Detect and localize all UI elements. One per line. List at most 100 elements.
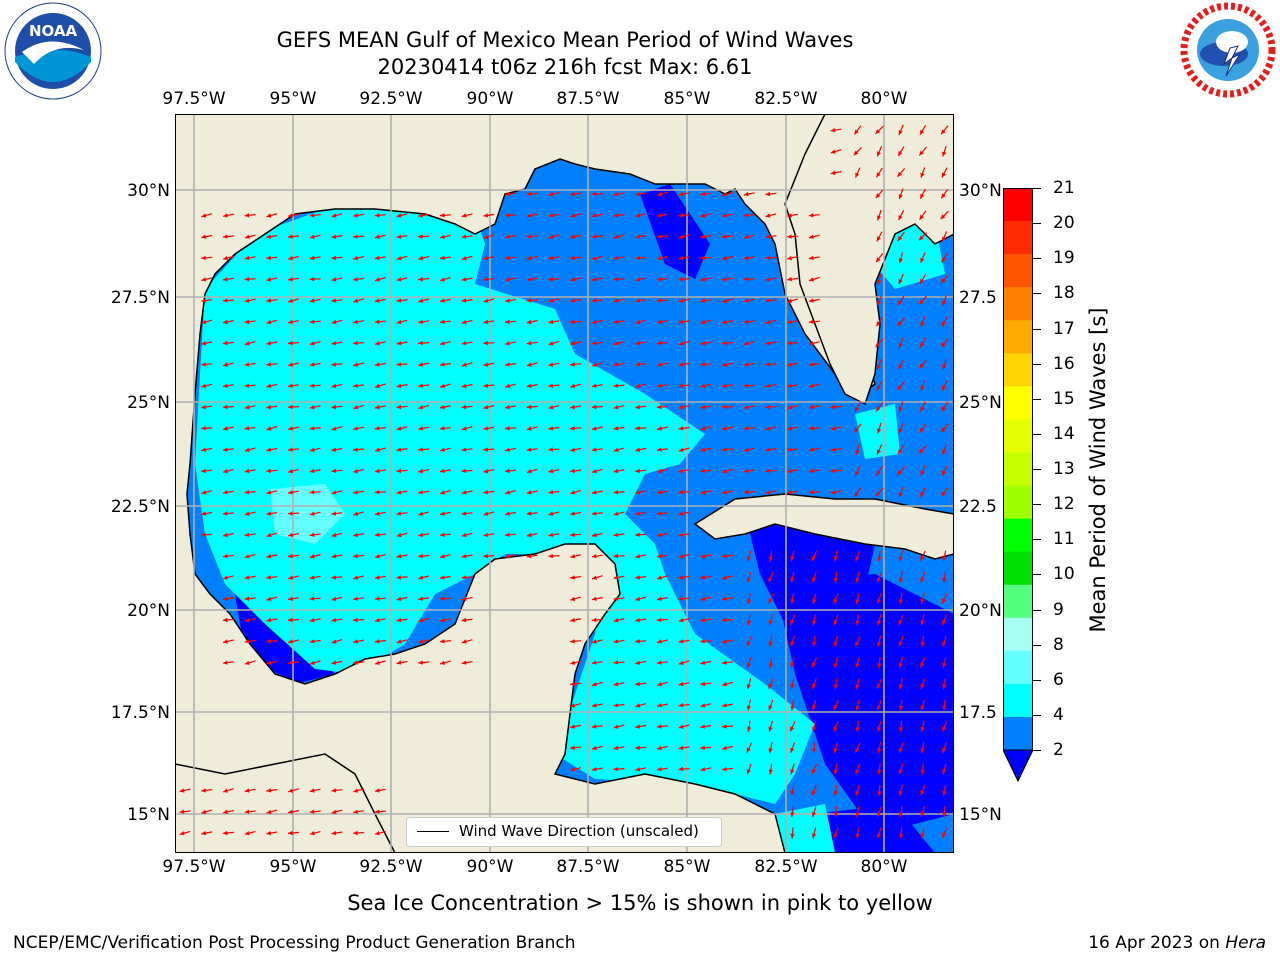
- wind-arrow-head: [700, 468, 705, 474]
- wind-arrow-head: [570, 277, 576, 282]
- wind-arrow-head: [331, 447, 337, 452]
- wind-arrow-head: [635, 532, 640, 537]
- wind-arrow-head: [548, 298, 554, 303]
- wind-arrow-head: [201, 213, 207, 218]
- wind-arrow-head: [375, 341, 380, 346]
- wind-arrow-head: [244, 596, 250, 601]
- wind-arrow-head: [833, 705, 838, 711]
- wind-arrow-head: [570, 298, 575, 303]
- wind-arrow-head: [877, 620, 882, 626]
- wind-arrow-head: [808, 404, 814, 410]
- wind-arrow-head: [591, 426, 597, 431]
- wind-arrow-head: [722, 234, 727, 239]
- wind-arrow-head: [613, 660, 619, 665]
- wind-arrow-head: [877, 598, 882, 604]
- wind-arrow-head: [768, 726, 773, 732]
- wind-arrow-head: [570, 490, 576, 495]
- wind-arrow-head: [483, 383, 489, 388]
- wind-arrow-head: [855, 470, 860, 476]
- colorbar-segment: [1003, 584, 1033, 619]
- wind-arrow-head: [353, 447, 358, 452]
- wind-arrow-head: [266, 383, 272, 388]
- wind-arrow-head: [657, 192, 663, 197]
- wind-arrow-head: [222, 340, 228, 346]
- wind-arrow-head: [244, 426, 250, 431]
- wind-arrow-head: [743, 383, 749, 388]
- wind-arrow-head: [591, 298, 597, 303]
- wind-arrow-head: [244, 319, 250, 324]
- wind-arrow-head: [898, 727, 904, 732]
- wind-arrow-head: [266, 532, 272, 538]
- wind-arrow-head: [570, 511, 575, 516]
- lat-label-right: 20°N: [959, 601, 1002, 621]
- wind-arrow-head: [353, 426, 358, 431]
- wind-arrow-head: [244, 468, 250, 474]
- wind-arrow-head: [898, 747, 903, 753]
- wind-arrow-head: [201, 404, 206, 410]
- colorbar-tick-label: 16: [1053, 353, 1075, 374]
- wind-arrow-head: [591, 277, 597, 282]
- colorbar-tick-label: 2: [1053, 740, 1064, 760]
- wind-arrow-head: [876, 470, 881, 476]
- wind-arrow-head: [940, 278, 946, 284]
- wind-arrow-head: [483, 362, 489, 367]
- wind-arrow-head: [244, 660, 250, 665]
- wind-arrow-head: [374, 809, 380, 814]
- wind-arrow-head: [331, 213, 337, 218]
- wind-arrow-head: [657, 426, 662, 431]
- wind-arrow-head: [461, 341, 467, 346]
- wind-arrow-head: [223, 213, 228, 218]
- wind-arrow-head: [374, 468, 380, 474]
- wind-arrow-head: [396, 447, 402, 452]
- wind-arrow-head: [396, 554, 402, 559]
- wind-arrow-head: [505, 468, 510, 474]
- wind-arrow-head: [808, 490, 814, 495]
- colorbar-tick-mark: [1033, 679, 1041, 681]
- wind-arrow-head: [657, 682, 663, 687]
- wind-arrow-head: [461, 362, 467, 367]
- wind-arrow-head: [830, 404, 836, 410]
- wind-arrow-head: [877, 449, 881, 455]
- wind-arrow-head: [722, 255, 727, 261]
- wind-arrow-head: [483, 511, 489, 516]
- wind-arrow-head: [700, 213, 706, 218]
- wind-arrow-head: [743, 277, 749, 282]
- wind-arrow-head: [613, 426, 619, 431]
- wind-arrow-head: [526, 319, 532, 325]
- wind-arrow-head: [309, 575, 315, 580]
- wind-arrow-head: [875, 193, 881, 199]
- wind-arrow-head: [790, 662, 795, 668]
- wind-wave-direction-arrows: [179, 124, 949, 839]
- wind-arrow-head: [898, 662, 903, 668]
- wind-arrow-head: [375, 447, 380, 452]
- wind-arrow-head: [898, 599, 904, 604]
- wind-arrow-head: [548, 532, 554, 537]
- wind-arrow-head: [418, 596, 423, 601]
- wind-arrow-head: [656, 724, 662, 729]
- wind-arrow-head: [898, 684, 903, 690]
- wind-arrow-head: [898, 343, 903, 349]
- wind-arrow-head: [722, 681, 728, 687]
- wind-arrow-head: [942, 663, 947, 668]
- wind-arrow-head: [461, 639, 467, 644]
- wind-arrow-head: [746, 620, 752, 626]
- wind-arrow-head: [722, 277, 727, 282]
- wind-arrow-head: [613, 703, 619, 708]
- wind-arrow-head: [439, 319, 445, 324]
- wind-arrow-head: [920, 705, 925, 711]
- wind-arrow-head: [678, 681, 684, 687]
- wind-arrow-head: [657, 703, 662, 708]
- colorbar-segment: [1003, 485, 1033, 520]
- colorbar-segment: [1003, 716, 1033, 751]
- wind-arrow-head: [309, 511, 315, 516]
- wind-arrow-head: [898, 130, 903, 136]
- wind-arrow-head: [765, 404, 771, 410]
- wind-arrow-head: [942, 769, 947, 775]
- wind-arrow-head: [790, 705, 795, 711]
- wind-arrow-head: [505, 511, 510, 516]
- wind-arrow-head: [375, 554, 380, 559]
- wind-arrow-head: [920, 641, 925, 647]
- wind-arrow-head: [635, 468, 640, 474]
- wind-arrow-head: [613, 213, 619, 218]
- wind-arrow-head: [201, 341, 207, 346]
